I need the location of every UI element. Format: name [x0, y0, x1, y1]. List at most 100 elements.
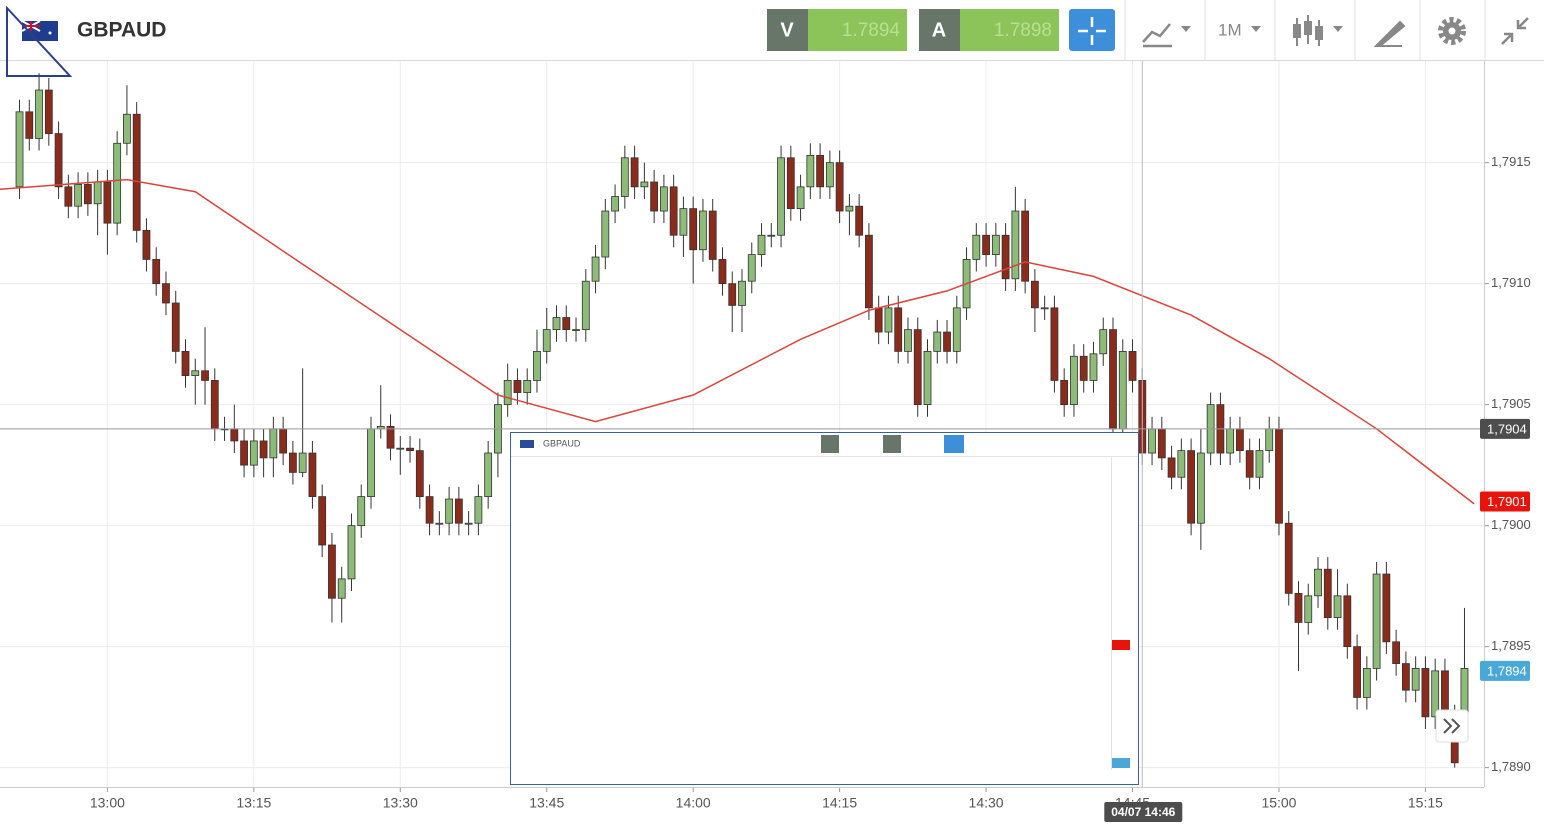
sell-label-bg[interactable]	[767, 9, 808, 51]
candle-body	[464, 522, 473, 525]
dropdown-arrow[interactable]	[1181, 26, 1191, 32]
gear-hole[interactable]	[1448, 27, 1456, 35]
timeframe-button[interactable]: 1M	[1218, 20, 1261, 39]
buy-label[interactable]: A	[932, 19, 946, 41]
candle-body	[1411, 668, 1420, 691]
candle-body	[933, 331, 942, 352]
candle-body	[435, 522, 444, 525]
candle-body	[572, 329, 580, 332]
collapse-icon[interactable]	[1501, 17, 1529, 45]
crosshair-button[interactable]	[1069, 9, 1115, 51]
y-tick-label: 1,7910	[1491, 275, 1531, 290]
price-marker	[1480, 491, 1530, 512]
candle-body	[1187, 450, 1196, 524]
candle-body	[1167, 457, 1176, 478]
x-tick-label: 14:00	[676, 795, 711, 811]
inset-crosshair	[944, 435, 964, 453]
candle-body	[386, 426, 395, 449]
price-marker	[1480, 418, 1530, 439]
y-tick-label: 1,7890	[1491, 759, 1531, 774]
dropdown-arrow[interactable]	[1333, 26, 1343, 32]
candle-icon-body[interactable]	[1315, 26, 1323, 40]
candle-body	[259, 440, 268, 459]
indicator-icon[interactable]	[1142, 23, 1172, 48]
scroll-button[interactable]	[1435, 709, 1469, 743]
symbol: GBPAUD	[77, 19, 166, 42]
candle-body	[406, 447, 414, 452]
indicator-button[interactable]	[1142, 23, 1191, 48]
drawing-icon[interactable]	[1373, 20, 1406, 47]
collapse-button[interactable]	[1501, 17, 1529, 45]
candle-body	[718, 259, 727, 285]
candle-body	[249, 440, 258, 466]
candle-body	[142, 229, 151, 260]
candle-body	[337, 578, 346, 599]
candle-body	[825, 162, 834, 188]
candle-body	[288, 452, 297, 473]
settings-button[interactable]	[1438, 17, 1466, 45]
buy-button[interactable]: A 1.7898	[919, 9, 1059, 51]
candle-icon-body[interactable]	[1293, 24, 1301, 38]
y-tick-label: 1,7900	[1491, 517, 1531, 532]
candle-body	[230, 428, 239, 442]
candle-body	[54, 133, 63, 188]
chart-type-button[interactable]	[1293, 15, 1343, 46]
candle-body	[630, 157, 639, 188]
candle-body	[74, 184, 83, 207]
candle-body	[855, 205, 864, 236]
candle-body	[123, 113, 131, 144]
candle-body	[747, 254, 756, 282]
candle-body	[25, 111, 34, 139]
candle-body	[708, 210, 717, 260]
candle-body	[44, 89, 53, 135]
plot-area: 1,7890 1,7895 1,7900 1,7905 1,7910 1,7915 13:0…	[0, 61, 1531, 811]
sell-price[interactable]: 1.7894	[842, 20, 901, 41]
candle-body	[806, 154, 815, 188]
candle-body	[1421, 668, 1430, 718]
timeframe[interactable]: 1M	[1218, 20, 1242, 39]
flag-star	[48, 31, 52, 35]
inset-buy	[883, 435, 901, 453]
y-tick-label: 1,7905	[1491, 396, 1531, 411]
candle-body	[601, 210, 610, 258]
drawing-button[interactable]	[1373, 20, 1406, 47]
sell-button[interactable]: V 1.7894	[767, 9, 907, 51]
price-marker	[1480, 660, 1530, 681]
candle-body	[689, 208, 698, 251]
candle-body	[454, 498, 463, 524]
buy-price[interactable]: 1.7898	[994, 20, 1052, 41]
price-marker-label: 1,7894	[1487, 663, 1527, 678]
candle-body	[738, 280, 746, 306]
candle-body	[269, 428, 278, 459]
candle-body	[1265, 428, 1274, 452]
candle-body	[445, 498, 454, 524]
x-tick-label: 13:00	[90, 795, 125, 811]
y-tick-label: 1,7895	[1491, 638, 1531, 653]
candle-body	[1001, 234, 1010, 280]
candle-body	[904, 329, 912, 352]
buy-label-bg[interactable]	[919, 9, 960, 51]
gear-teeth[interactable]	[1438, 17, 1466, 45]
crosshair-icon[interactable]	[1078, 17, 1106, 45]
x-tick-label: 13:15	[236, 795, 271, 811]
candle-body	[1030, 280, 1039, 309]
candle-body	[318, 496, 327, 546]
candle-body	[757, 234, 766, 256]
candle-body	[357, 496, 366, 527]
dropdown-arrow[interactable]	[1251, 26, 1261, 32]
candle-body	[503, 380, 512, 406]
candle-body	[35, 89, 43, 139]
candle-body	[1196, 452, 1205, 524]
candle-body	[1050, 307, 1059, 381]
candle-body	[425, 496, 434, 524]
price-marker-label: 1,7904	[1487, 421, 1527, 436]
candle-body	[650, 181, 659, 212]
scroll-icon[interactable]	[1443, 718, 1461, 734]
candle-body	[884, 307, 893, 333]
candle-body	[308, 452, 317, 498]
candle-icon-body[interactable]	[1304, 21, 1312, 35]
crosshair-bg[interactable]	[1069, 9, 1115, 51]
sell-label[interactable]: V	[780, 19, 794, 41]
